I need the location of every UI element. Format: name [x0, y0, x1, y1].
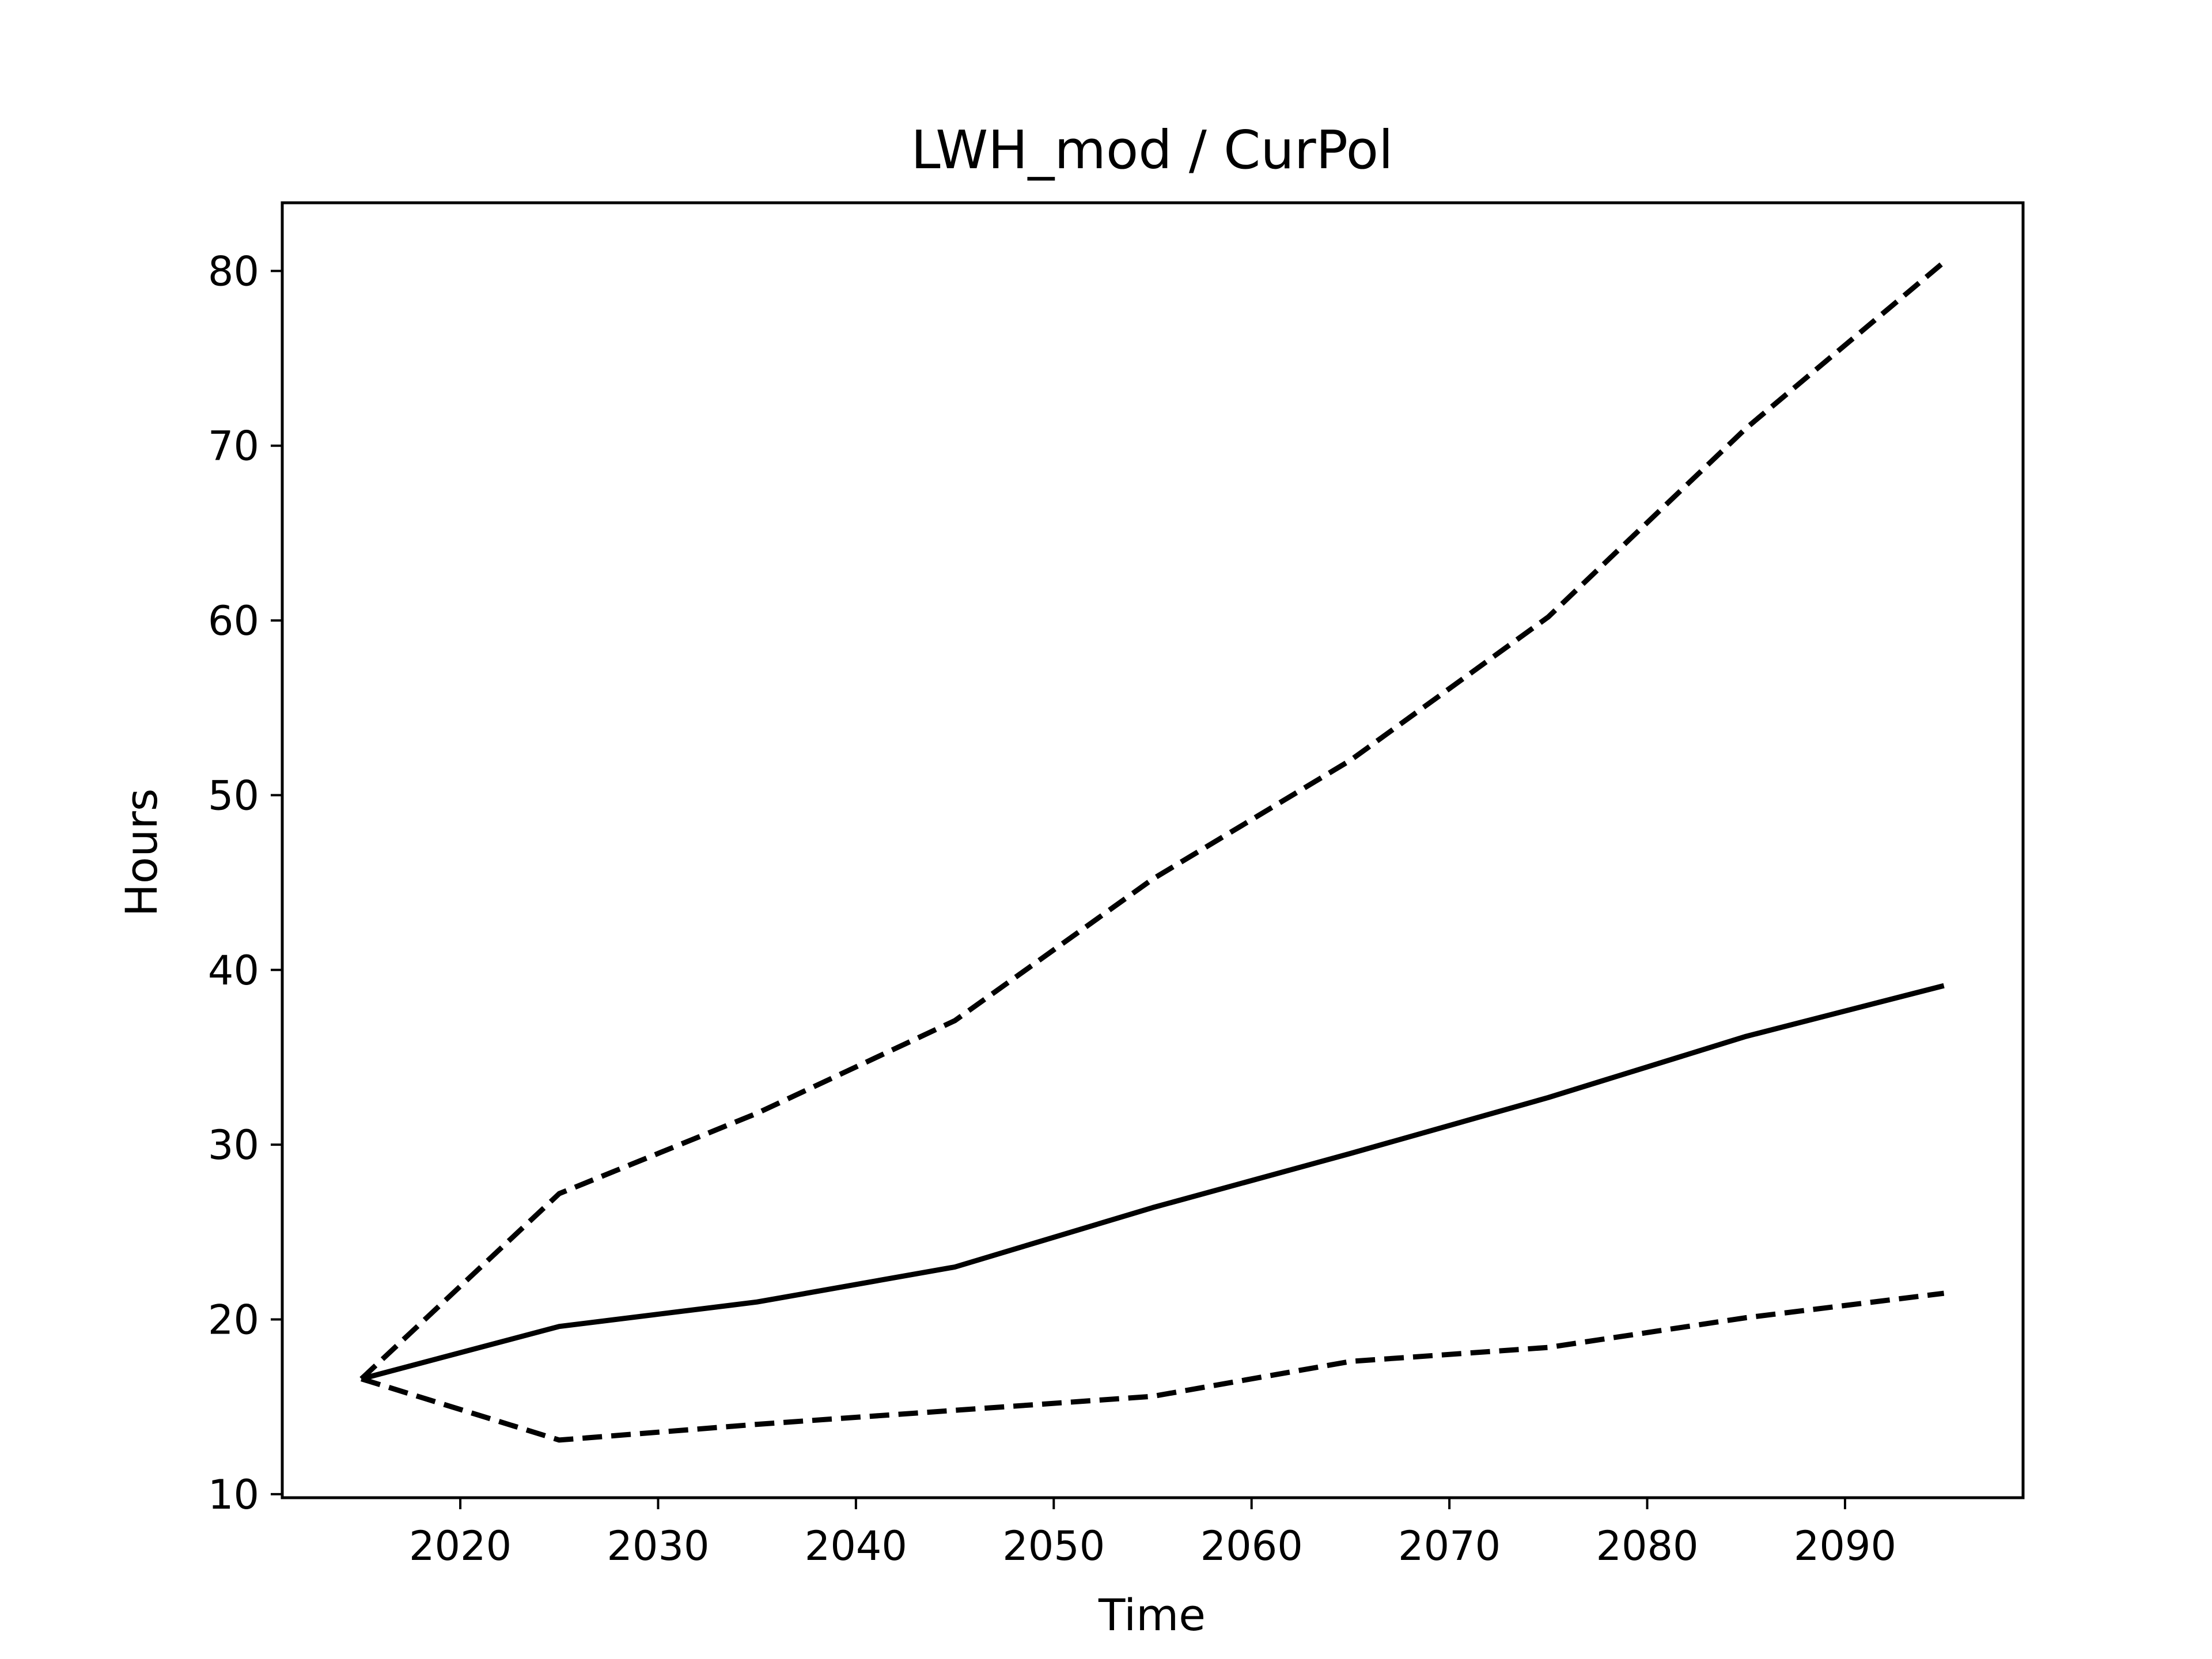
x-tick-label: 2070: [1398, 1522, 1501, 1570]
y-tick-label: 60: [208, 597, 259, 645]
x-tick-label: 2080: [1596, 1522, 1698, 1570]
series-layer: [359, 260, 1946, 1443]
x-tick-label: 2060: [1200, 1522, 1303, 1570]
chart-title: LWH_mod / CurPol: [911, 119, 1393, 181]
y-axis-label: Hours: [116, 789, 167, 917]
plot-frame: [281, 201, 2025, 1499]
y-tick-label: 40: [208, 947, 259, 994]
x-axis-label: Time: [1098, 1589, 1206, 1641]
x-axis: 2020 2030 2040 2050 2060 2070 2080 2090: [409, 1498, 1896, 1570]
y-tick-label: 10: [208, 1471, 259, 1518]
y-tick-label: 30: [208, 1122, 259, 1169]
y-tick-label: 70: [208, 423, 259, 470]
x-tick-label: 2040: [805, 1522, 907, 1570]
lower-bound-line: [361, 1290, 1945, 1443]
x-tick-label: 2020: [409, 1522, 512, 1570]
y-tick-label: 50: [208, 772, 259, 819]
x-tick-label: 2090: [1794, 1522, 1896, 1570]
x-tick-label: 2050: [1002, 1522, 1105, 1570]
y-tick-label: 80: [208, 248, 259, 295]
median-line: [361, 983, 1945, 1382]
y-tick-label: 20: [208, 1297, 259, 1344]
x-tick-label: 2030: [607, 1522, 709, 1570]
plot-area: [281, 201, 2025, 1499]
y-axis: 10 20 30 40 50 60 70 80: [208, 248, 282, 1518]
upper-bound-line: [359, 260, 1946, 1381]
